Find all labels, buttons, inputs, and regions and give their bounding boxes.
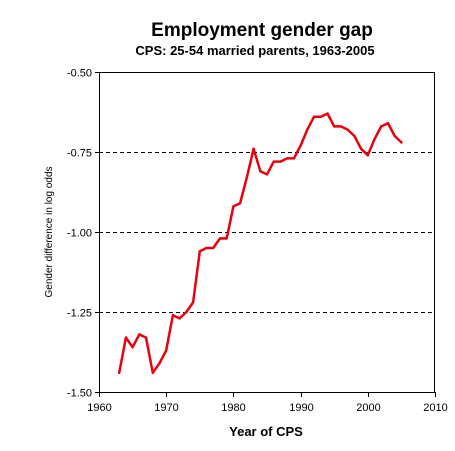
y-axis-label: Gender difference in log odds <box>44 166 55 297</box>
data-point-1990 <box>299 144 302 147</box>
y-tick-label-2: -1.00 <box>67 228 92 240</box>
data-point-1980 <box>232 205 235 208</box>
x-tick-label-0: 1960 <box>87 402 111 414</box>
data-point-1994 <box>326 112 329 115</box>
data-point-1973 <box>185 310 188 314</box>
x-tick-label-3: 1990 <box>289 402 313 414</box>
chart-title: Employment gender gap <box>151 20 373 41</box>
data-point-1995 <box>333 125 336 128</box>
data-point-1997 <box>346 128 349 131</box>
y-tick-label-0: -1.50 <box>67 388 92 400</box>
data-point-1968 <box>151 371 154 374</box>
data-point-1984 <box>259 170 262 173</box>
data-point-1970 <box>165 349 168 352</box>
data-point-2001 <box>373 138 376 141</box>
x-axis-label: Year of CPS <box>229 424 303 439</box>
data-point-1977 <box>212 246 215 250</box>
data-point-1976 <box>205 246 208 250</box>
data-point-1992 <box>312 115 316 119</box>
series-layer <box>117 112 403 375</box>
data-point-1999 <box>359 147 363 150</box>
x-tick-label-4: 2000 <box>356 402 380 414</box>
data-point-1971 <box>171 314 175 317</box>
chart-subtitle: CPS: 25-54 married parents, 1963-2005 <box>135 43 374 58</box>
data-point-2003 <box>386 122 390 125</box>
data-point-1991 <box>306 128 309 131</box>
y-tick-label-1: -1.25 <box>67 308 92 320</box>
axes <box>95 72 436 397</box>
data-point-1982 <box>245 176 248 179</box>
data-point-1981 <box>238 202 242 205</box>
data-point-2004 <box>393 134 396 138</box>
data-point-1985 <box>265 173 269 176</box>
y-tick-label-4: -0.50 <box>67 68 92 80</box>
data-point-2002 <box>380 125 383 128</box>
data-point-1993 <box>319 115 322 119</box>
x-tick-label-2: 1980 <box>221 402 245 414</box>
gridlines <box>99 152 435 313</box>
x-tick-label-1: 1970 <box>154 402 178 414</box>
x-tick-label-5: 2010 <box>423 402 447 414</box>
data-point-1983 <box>252 147 255 150</box>
data-point-1986 <box>272 160 275 163</box>
data-point-1966 <box>138 333 141 336</box>
data-point-1998 <box>353 134 356 138</box>
data-point-1978 <box>218 237 222 240</box>
data-point-2005 <box>400 141 403 144</box>
data-point-1972 <box>178 317 181 320</box>
data-point-1975 <box>198 250 201 253</box>
data-point-1965 <box>131 346 134 349</box>
data-point-1996 <box>339 125 343 128</box>
data-point-1989 <box>292 157 296 160</box>
data-point-1969 <box>158 362 161 365</box>
tick-labels: -1.50 -1.25 -1.00 -0.75 -0.50 1960 1970 1980 199… <box>67 68 448 415</box>
data-point-1967 <box>144 336 148 339</box>
y-tick-label-3: -0.75 <box>67 148 92 160</box>
data-point-1979 <box>225 237 228 240</box>
data-point-1988 <box>286 157 289 160</box>
data-point-1964 <box>124 336 128 339</box>
data-point-2000 <box>366 154 369 157</box>
data-point-1963 <box>118 371 121 374</box>
data-point-1987 <box>279 160 282 163</box>
data-point-1974 <box>191 301 195 304</box>
